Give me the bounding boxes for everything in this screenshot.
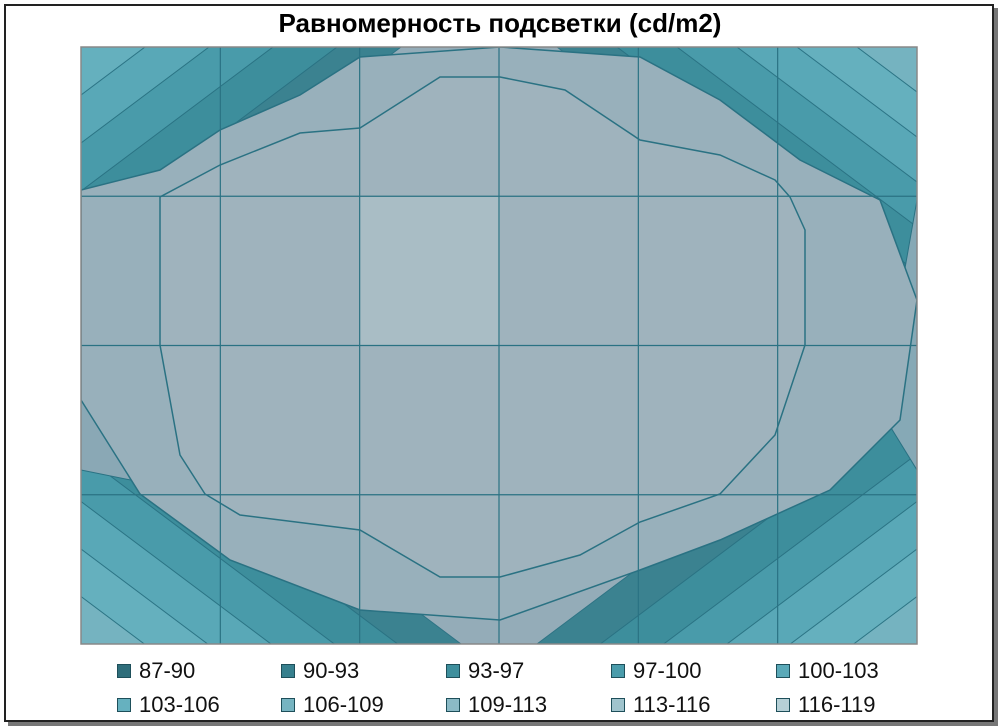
legend-item-97-100: 97-100 bbox=[611, 658, 702, 684]
legend-label: 87-90 bbox=[139, 658, 196, 683]
legend-label: 106-109 bbox=[303, 692, 384, 717]
legend-swatch bbox=[611, 664, 625, 678]
bottom-left-band-5 bbox=[81, 595, 146, 644]
legend-swatch bbox=[776, 664, 790, 678]
legend-item-100-103: 100-103 bbox=[776, 658, 879, 684]
legend-label: 116-119 bbox=[798, 692, 876, 717]
legend-swatch bbox=[446, 664, 460, 678]
legend-item-116-119: 116-119 bbox=[776, 692, 875, 718]
legend-item-90-93: 90-93 bbox=[281, 658, 359, 684]
legend-swatch bbox=[117, 698, 131, 712]
legend-item-87-90: 87-90 bbox=[117, 658, 195, 684]
top-right-band-5 bbox=[856, 47, 917, 93]
legend-label: 100-103 bbox=[798, 658, 879, 683]
top-left-band-4 bbox=[81, 47, 146, 96]
legend-swatch bbox=[281, 698, 295, 712]
chart-title: Равномерность подсветки (cd/m2) bbox=[278, 8, 722, 38]
legend-label: 103-106 bbox=[139, 692, 220, 717]
plot-border bbox=[80, 46, 918, 645]
legend-label: 97-100 bbox=[633, 658, 702, 683]
legend-item-93-97: 93-97 bbox=[446, 658, 524, 684]
legend-item-106-109: 106-109 bbox=[281, 692, 384, 718]
bottom-right-band-5 bbox=[852, 595, 917, 644]
legend-item-109-113: 109-113 bbox=[446, 692, 547, 718]
legend-item-113-116: 113-116 bbox=[611, 692, 710, 718]
legend-label: 113-116 bbox=[633, 692, 711, 717]
legend-label: 90-93 bbox=[303, 658, 360, 683]
legend-item-103-106: 103-106 bbox=[117, 692, 220, 718]
legend-swatch bbox=[611, 698, 625, 712]
legend-swatch bbox=[776, 698, 790, 712]
legend-swatch bbox=[446, 698, 460, 712]
legend-swatch bbox=[281, 664, 295, 678]
legend-label: 93-97 bbox=[468, 658, 525, 683]
legend-swatch bbox=[117, 664, 131, 678]
contour-band-center bbox=[360, 197, 500, 345]
legend-label: 109-113 bbox=[468, 692, 548, 717]
